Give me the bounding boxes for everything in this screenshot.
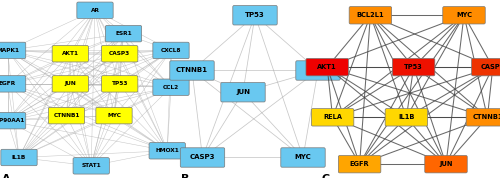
Text: EGFR: EGFR	[350, 161, 370, 167]
FancyBboxPatch shape	[149, 143, 186, 159]
Text: AKT1: AKT1	[318, 64, 337, 70]
Text: CTNNB1: CTNNB1	[176, 67, 208, 74]
FancyBboxPatch shape	[52, 46, 88, 62]
FancyBboxPatch shape	[349, 7, 392, 24]
Text: BCL2L1: BCL2L1	[356, 12, 384, 18]
FancyBboxPatch shape	[0, 42, 26, 59]
FancyBboxPatch shape	[221, 83, 265, 102]
FancyBboxPatch shape	[106, 25, 142, 42]
FancyBboxPatch shape	[96, 108, 132, 124]
FancyBboxPatch shape	[180, 148, 224, 167]
FancyBboxPatch shape	[233, 6, 277, 25]
Text: IL1B: IL1B	[398, 114, 414, 120]
Text: CASP3: CASP3	[109, 51, 130, 56]
Text: CTNNB1: CTNNB1	[53, 113, 80, 118]
FancyBboxPatch shape	[153, 42, 189, 59]
Text: HSP90AA1: HSP90AA1	[0, 118, 25, 123]
FancyBboxPatch shape	[472, 58, 500, 76]
FancyBboxPatch shape	[425, 156, 467, 173]
Text: CASP3: CASP3	[480, 64, 500, 70]
FancyBboxPatch shape	[443, 7, 485, 24]
Text: MAPK1: MAPK1	[0, 48, 19, 53]
FancyBboxPatch shape	[0, 112, 26, 129]
Text: STAT1: STAT1	[82, 163, 101, 168]
FancyBboxPatch shape	[306, 58, 348, 76]
FancyBboxPatch shape	[392, 58, 435, 76]
Text: MYC: MYC	[456, 12, 472, 18]
FancyBboxPatch shape	[1, 149, 37, 166]
FancyBboxPatch shape	[296, 61, 340, 80]
FancyBboxPatch shape	[102, 76, 138, 92]
Text: IL1B: IL1B	[12, 155, 26, 160]
Text: CTNNB1: CTNNB1	[472, 114, 500, 120]
Text: CXCL8: CXCL8	[161, 48, 181, 53]
Text: AKT1: AKT1	[308, 67, 328, 74]
Text: JUN: JUN	[64, 81, 76, 86]
Text: JUN: JUN	[440, 161, 453, 167]
Text: C: C	[322, 174, 330, 178]
Text: RELA: RELA	[323, 114, 342, 120]
FancyBboxPatch shape	[338, 156, 381, 173]
FancyBboxPatch shape	[52, 76, 88, 92]
Text: B: B	[182, 174, 190, 178]
FancyBboxPatch shape	[281, 148, 325, 167]
Text: TP53: TP53	[245, 12, 265, 18]
Text: CASP3: CASP3	[190, 155, 215, 161]
Text: TP53: TP53	[112, 81, 128, 86]
Text: MYC: MYC	[294, 155, 312, 161]
Text: AR: AR	[90, 8, 100, 13]
Text: AKT1: AKT1	[62, 51, 79, 56]
Text: MYC: MYC	[107, 113, 121, 118]
Text: A: A	[2, 174, 10, 178]
Text: TP53: TP53	[404, 64, 423, 70]
FancyBboxPatch shape	[73, 158, 110, 174]
FancyBboxPatch shape	[466, 109, 500, 126]
FancyBboxPatch shape	[102, 46, 138, 62]
FancyBboxPatch shape	[0, 76, 26, 92]
FancyBboxPatch shape	[170, 61, 214, 80]
Text: JUN: JUN	[236, 89, 250, 95]
Text: ESR1: ESR1	[115, 31, 132, 36]
Text: EGFR: EGFR	[0, 81, 16, 86]
Text: CCL2: CCL2	[163, 85, 179, 90]
FancyBboxPatch shape	[385, 109, 428, 126]
FancyBboxPatch shape	[153, 79, 189, 95]
FancyBboxPatch shape	[312, 109, 354, 126]
FancyBboxPatch shape	[77, 2, 113, 19]
FancyBboxPatch shape	[48, 108, 84, 124]
Text: HMOX1: HMOX1	[156, 148, 179, 153]
